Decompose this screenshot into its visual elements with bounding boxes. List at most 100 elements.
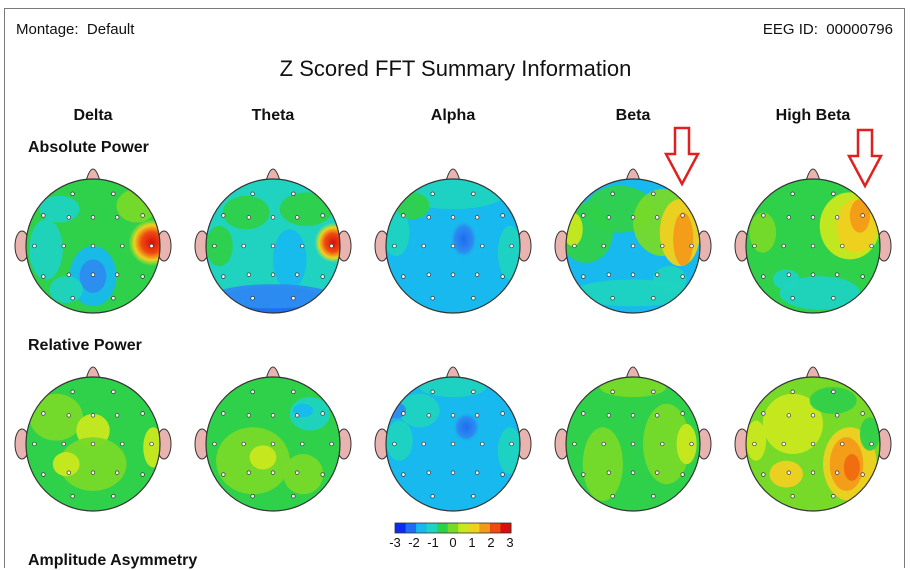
electrode-dot — [270, 441, 276, 447]
electrode-dot — [630, 413, 636, 418]
head-outline — [385, 178, 521, 314]
electrode-dot — [120, 243, 125, 249]
electrode-dot — [689, 243, 694, 249]
head-outline — [745, 178, 881, 314]
electrode-dot — [140, 274, 145, 279]
electrode-dot — [430, 191, 435, 196]
electrode-dot — [320, 213, 325, 218]
color-region — [206, 225, 233, 267]
band-header-delta: Delta — [73, 107, 113, 124]
scale-swatch — [458, 523, 470, 533]
scale-swatch — [416, 523, 428, 533]
electrode-dot — [689, 441, 694, 447]
electrode-dot — [610, 191, 615, 196]
electrode-dot — [790, 296, 795, 301]
color-region — [643, 403, 690, 485]
electrode-dot — [246, 413, 251, 418]
electrode-dot — [786, 215, 791, 220]
electrode-dot — [610, 296, 615, 301]
color-region — [809, 387, 857, 414]
electrode-dot — [450, 243, 456, 249]
electrode-dot — [111, 191, 116, 196]
electrode-dot — [450, 413, 456, 418]
electrode-dot — [90, 243, 96, 249]
electrode-dot — [111, 296, 116, 301]
electrode-dot — [149, 441, 154, 447]
topomap-absolute-power-delta — [14, 168, 172, 314]
eeg-id-label: EEG ID: — [762, 21, 818, 38]
electrode-dot — [610, 389, 615, 394]
color-region — [749, 212, 777, 253]
electrode-dot — [471, 494, 476, 499]
electrode-dot — [61, 441, 66, 447]
electrode-dot — [630, 441, 636, 447]
electrode-dot — [869, 441, 874, 447]
electrode-dot — [426, 413, 431, 418]
scale-swatch — [500, 523, 512, 533]
montage-value: Default — [86, 21, 135, 38]
electrode-dot — [140, 472, 145, 477]
electrode-dot — [509, 441, 514, 447]
electrode-dot — [41, 274, 46, 279]
head-outline — [385, 376, 521, 512]
scale-swatch — [479, 523, 491, 533]
electrode-dot — [421, 441, 426, 447]
electrode-dot — [471, 296, 476, 301]
electrode-dot — [270, 470, 276, 475]
electrode-dot — [115, 272, 120, 277]
electrode-dot — [860, 213, 865, 218]
head-outline — [25, 376, 161, 512]
scale-swatch — [405, 523, 417, 533]
electrode-dot — [90, 215, 96, 220]
scale-swatch — [426, 523, 438, 533]
color-region — [222, 195, 270, 230]
electrode-dot — [450, 272, 456, 277]
topomap-absolute-power-theta — [194, 168, 352, 314]
electrode-dot — [295, 470, 300, 475]
head-outline — [745, 376, 881, 512]
electrode-dot — [120, 441, 125, 447]
electrode-dot — [500, 411, 505, 416]
color-region — [283, 454, 324, 495]
electrode-dot — [606, 470, 611, 475]
electrode-dot — [781, 441, 786, 447]
electrode-dot — [790, 494, 795, 499]
color-region — [386, 402, 407, 419]
electrode-dot — [221, 411, 226, 416]
page-title: Z Scored FFT Summary Information — [279, 56, 632, 81]
electrode-dot — [401, 213, 406, 218]
scale-swatch — [489, 523, 501, 533]
electrode-dot — [426, 470, 431, 475]
hotspot — [128, 219, 160, 267]
electrode-dot — [680, 274, 685, 279]
electrode-dot — [140, 411, 145, 416]
row-label-absolute-power: Absolute Power — [28, 139, 149, 156]
electrode-dot — [475, 215, 480, 220]
electrode-dot — [831, 191, 836, 196]
electrode-dot — [295, 413, 300, 418]
scale-swatch — [447, 523, 459, 533]
color-region — [396, 192, 430, 220]
coldspot — [453, 412, 480, 442]
report-frame — [4, 8, 905, 568]
electrode-dot — [70, 296, 75, 301]
electrode-dot — [221, 472, 226, 477]
electrode-dot — [270, 413, 276, 418]
electrode-dot — [630, 243, 636, 249]
electrode-dot — [32, 243, 37, 249]
electrode-dot — [810, 470, 816, 475]
topomap-relative-power-high-beta — [734, 366, 892, 512]
electrode-dot — [320, 274, 325, 279]
color-scale-bar — [394, 522, 512, 534]
coldspot — [450, 220, 478, 259]
electrode-dot — [41, 472, 46, 477]
electrode-dot — [320, 472, 325, 477]
electrode-dot — [581, 213, 586, 218]
electrode-dot — [475, 272, 480, 277]
electrode-dot — [212, 441, 217, 447]
electrode-dot — [401, 274, 406, 279]
electrode-dot — [329, 441, 334, 447]
electrode-dot — [32, 441, 37, 447]
electrode-dot — [295, 272, 300, 277]
